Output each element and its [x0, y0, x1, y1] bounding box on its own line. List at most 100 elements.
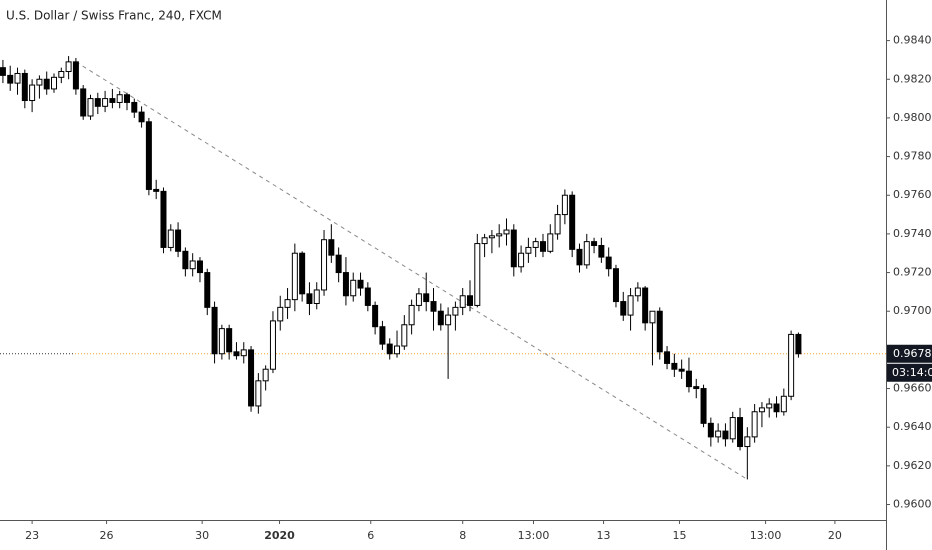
candle-body	[467, 295, 474, 306]
x-tick-label: 23	[25, 529, 39, 542]
candle-body	[218, 328, 225, 355]
candle-body	[642, 287, 649, 324]
candle-body	[306, 293, 313, 304]
candle-body	[0, 67, 6, 76]
x-tick-label: 30	[195, 529, 209, 542]
candle-body	[364, 287, 371, 306]
candle-body	[21, 72, 28, 102]
candle-body	[627, 295, 634, 316]
candle-body	[189, 260, 196, 270]
candle-body	[700, 388, 707, 424]
candle-body	[291, 252, 298, 301]
candle-body	[87, 98, 94, 117]
candle-body	[744, 436, 751, 448]
x-tick-label: 8	[459, 529, 466, 542]
candle-body	[284, 299, 291, 308]
candle-body	[116, 94, 123, 103]
candle-body	[547, 233, 554, 252]
candle-body	[474, 243, 481, 306]
candle-body	[65, 61, 72, 73]
candle-body	[138, 111, 145, 123]
candle-body	[211, 306, 218, 355]
candle-body	[722, 430, 729, 440]
candle-body	[729, 417, 736, 440]
candle-body	[386, 343, 393, 355]
candle-body	[751, 411, 758, 438]
candle-body	[226, 328, 233, 353]
candle-body	[123, 94, 130, 103]
candle-body	[240, 349, 247, 357]
candle-body	[394, 345, 401, 355]
countdown-label: 03:14:07	[892, 366, 932, 379]
last-price-box	[887, 344, 932, 363]
candle-body	[7, 74, 14, 84]
x-tick-label: 6	[367, 529, 374, 542]
candle-body	[29, 84, 36, 102]
candle-body	[737, 417, 744, 448]
candle-body	[612, 268, 619, 303]
candle-body	[678, 368, 685, 372]
candle-body	[569, 194, 576, 250]
candle-body	[182, 250, 189, 270]
x-tick-label: 26	[100, 529, 114, 542]
candle-body	[14, 72, 21, 84]
candle-body	[496, 233, 503, 237]
candle-body	[401, 324, 408, 347]
candle-body	[561, 194, 568, 216]
candle-body	[445, 314, 452, 326]
candle-body	[620, 301, 627, 316]
candle-body	[80, 88, 87, 117]
candle-body	[510, 229, 517, 268]
candle-body	[773, 403, 780, 413]
candle-body	[321, 239, 328, 291]
candle-body	[788, 333, 795, 397]
countdown-box	[887, 363, 932, 382]
candle-body	[525, 246, 532, 254]
candle-body	[248, 349, 255, 407]
candle-body	[328, 239, 335, 256]
candle-body	[795, 333, 802, 355]
candle-body	[532, 241, 539, 248]
candle-body	[131, 101, 138, 113]
candle-body	[766, 403, 773, 409]
candle-body	[379, 326, 386, 345]
candle-body	[459, 295, 466, 308]
candle-body	[656, 310, 663, 353]
candle-body	[430, 301, 437, 312]
candle-body	[685, 370, 692, 388]
candle-body	[576, 248, 583, 266]
candle-body	[269, 320, 276, 370]
candle-body	[277, 306, 284, 322]
x-tick-label: 2020	[264, 529, 295, 542]
candle-body	[554, 214, 561, 235]
candle-body	[664, 351, 671, 364]
candle-body	[204, 272, 211, 308]
candle-body	[488, 235, 495, 239]
candle-body	[94, 98, 101, 107]
candle-body	[408, 304, 415, 326]
candle-body	[452, 306, 459, 316]
x-tick-label: 13:00	[518, 529, 550, 542]
candle-body	[503, 229, 510, 235]
candle-body	[196, 260, 203, 274]
candle-body	[518, 252, 525, 268]
candle-body	[109, 98, 116, 103]
candle-body	[357, 279, 364, 289]
candle-body	[160, 190, 167, 248]
candle-body	[335, 254, 342, 274]
candle-body	[423, 293, 430, 303]
candle-body	[693, 386, 700, 390]
candle-body	[153, 188, 160, 192]
candle-body	[539, 241, 546, 252]
